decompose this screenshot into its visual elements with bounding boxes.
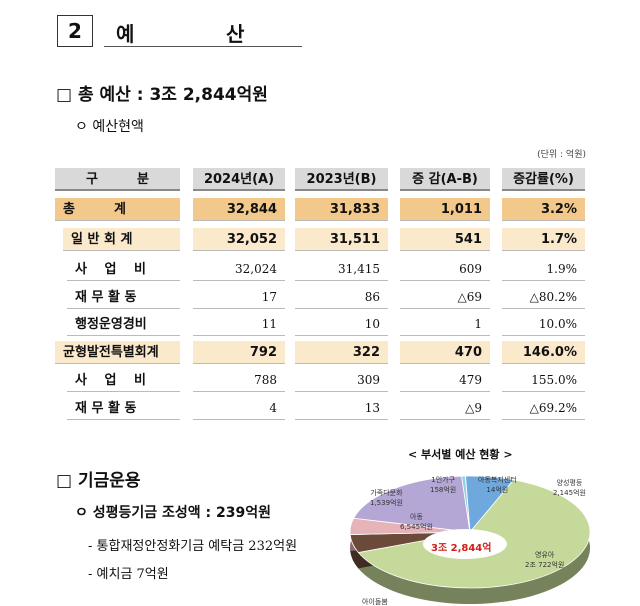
table-cell: 1.9%: [502, 258, 585, 281]
chart-title: < 부서별 예산 현황 >: [408, 448, 513, 461]
slice-label: 1인가구 158억원: [430, 476, 457, 494]
table-cell: 609: [400, 258, 490, 281]
table-cell: 309: [295, 369, 388, 392]
table-cell: 792: [193, 341, 285, 364]
pie-center-hole: [423, 529, 507, 559]
table-cell: △80.2%: [502, 286, 585, 309]
slice-label: 양성평등 2,145억원: [553, 479, 586, 497]
table-row-label: 일 반 회 계: [63, 228, 180, 251]
slice-label: 영유아 2조 722억원: [525, 551, 565, 569]
slice-label: 가족다문화 1,539억원: [370, 489, 403, 507]
table-cell: 1: [400, 313, 490, 336]
department-budget-pie-chart: [349, 475, 591, 604]
table-cell: 32,052: [193, 228, 285, 251]
section-title-char: 산: [226, 22, 245, 46]
table-cell: 155.0%: [502, 369, 585, 392]
table-cell: 1.7%: [502, 228, 585, 251]
total-budget-heading: □ 총 예산 : 3조 2,844억원: [56, 85, 268, 105]
table-cell: 470: [400, 341, 490, 364]
table-row-label: 사 업 비: [67, 258, 180, 281]
table-cell: 1,011: [400, 198, 490, 221]
table-row-label: 사 업 비: [67, 369, 180, 392]
fund-sub-item: - 예치금 7억원: [88, 567, 169, 582]
table-cell: 788: [193, 369, 285, 392]
table-row-label: 균형발전특별회계: [55, 341, 180, 364]
table-cell: 322: [295, 341, 388, 364]
slice-label: 아동복지센터 14억원: [478, 476, 517, 494]
chart-center-label: 3조 2,844억: [431, 543, 492, 554]
table-cell: 146.0%: [502, 341, 585, 364]
table-cell: 32,024: [193, 258, 285, 281]
table-cell: 31,415: [295, 258, 388, 281]
table-cell: 17: [193, 286, 285, 309]
table-cell: 479: [400, 369, 490, 392]
table-header-cell: 2023년(B): [295, 168, 388, 191]
table-cell: 541: [400, 228, 490, 251]
table-header-cell: 구 분: [55, 168, 180, 191]
table-cell: 13: [295, 397, 388, 420]
section-number: 2: [57, 15, 93, 47]
table-cell: △69: [400, 286, 490, 309]
budget-status-heading: ㅇ 예산현액: [75, 119, 144, 135]
table-row-label: 행정운영경비: [67, 313, 180, 336]
pie-slice: [353, 475, 471, 533]
slice-label: 아이돌봄: [362, 598, 388, 606]
section-title-char: 예: [116, 22, 135, 46]
table-header-cell: 증 감(A-B): [400, 168, 490, 191]
table-cell: 86: [295, 286, 388, 309]
fund-item: ㅇ 성평등기금 조성액 : 239억원: [75, 505, 271, 521]
table-cell: △69.2%: [502, 397, 585, 420]
table-cell: 31,833: [295, 198, 388, 221]
table-cell: 31,511: [295, 228, 388, 251]
table-cell: 11: [193, 313, 285, 336]
table-cell: 10.0%: [502, 313, 585, 336]
table-cell: 32,844: [193, 198, 285, 221]
section-title: 예 산: [104, 16, 302, 47]
table-cell: 3.2%: [502, 198, 585, 221]
fund-sub-item: - 통합재정안정화기금 예탁금 232억원: [88, 539, 298, 554]
table-cell: △9: [400, 397, 490, 420]
table-row-label: 재 무 활 동: [67, 397, 180, 420]
table-cell: 4: [193, 397, 285, 420]
table-row-label: 재 무 활 동: [67, 286, 180, 309]
table-row-label: 총 계: [55, 198, 180, 221]
table-header-cell: 2024년(A): [193, 168, 285, 191]
table-header-cell: 증감률(%): [502, 168, 585, 191]
slice-label: 아동 6,545억원: [400, 513, 433, 531]
pie-slice: [461, 475, 471, 533]
table-cell: 10: [295, 313, 388, 336]
fund-heading: □ 기금운용: [56, 471, 141, 491]
unit-note: (단위 : 억원): [537, 150, 586, 160]
